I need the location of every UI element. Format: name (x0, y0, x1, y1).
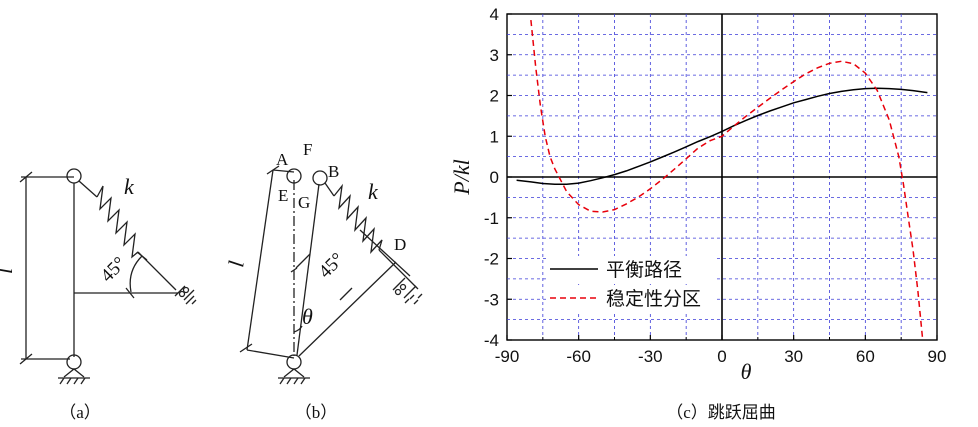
y-tick-label: 3 (490, 46, 499, 65)
point-label-g: G (298, 193, 310, 212)
zero-axes (507, 14, 937, 340)
ref-tick (295, 253, 311, 269)
x-tick-label: 0 (717, 347, 726, 366)
y-tick-label: -3 (484, 290, 499, 309)
x-axis-label: θ (741, 359, 752, 384)
x-tick-label: 30 (784, 347, 803, 366)
series-line-2 (530, 20, 924, 341)
legend-label-2: 稳定性分区 (606, 288, 701, 310)
roller-support-b (392, 277, 423, 305)
angle-arc-a (129, 255, 143, 293)
y-tick-label: 0 (490, 168, 499, 187)
top-hinge (66, 168, 82, 184)
x-tick-label: -30 (638, 347, 663, 366)
point-label-a: A (276, 150, 289, 169)
tick (136, 251, 148, 261)
point-label-d: D (394, 235, 406, 254)
length-label-b: l (223, 259, 249, 269)
y-tick-label: 1 (490, 127, 499, 146)
legend-label-1: 平衡路径 (606, 259, 682, 281)
angle-label-b: 45° (315, 249, 349, 283)
caption-a: （a） (59, 403, 101, 422)
x-tick-label: 60 (856, 347, 875, 366)
y-tick-label: -1 (484, 209, 499, 228)
roller-support-a (174, 285, 197, 305)
diagram-a (19, 168, 197, 385)
dimension-l-b (239, 165, 295, 359)
y-axis-label: P/kl (449, 159, 474, 195)
spring-b (324, 182, 419, 290)
y-tick-label: -4 (484, 331, 499, 350)
diagram-b (239, 165, 423, 385)
y-tick-label: -2 (484, 250, 499, 269)
x-tick-label: -60 (566, 347, 591, 366)
angle-label-a: 45° (97, 253, 131, 287)
bottom-hinge (66, 354, 82, 370)
x-tick-label: 90 (928, 347, 947, 366)
point-label-e: E (278, 186, 288, 205)
tick (290, 267, 298, 273)
series-group (516, 20, 928, 341)
hinge-a (286, 168, 302, 184)
member-d (359, 229, 411, 277)
theta-arc (293, 325, 303, 333)
inclined-member (298, 261, 397, 357)
tick (125, 287, 135, 299)
theta-label-b: θ (302, 304, 313, 329)
ground-support (58, 368, 90, 385)
point-label-f: F (303, 140, 312, 159)
caption-b: （b） (295, 403, 338, 422)
point-label-b: B (328, 162, 339, 181)
dimension-l (19, 171, 74, 365)
axis-ticks: -90 -60 -30 0 30 60 90 4 3 2 1 0 -1 -2 -3 -4 (484, 5, 947, 366)
length-label-a: l (0, 268, 17, 274)
ground-support-b (278, 368, 310, 385)
spring-label-a: k (124, 174, 135, 199)
y-tick-label: 4 (490, 5, 499, 24)
y-tick-label: 2 (490, 87, 499, 106)
spring-label-b: k (368, 179, 379, 204)
caption-c: （c）跳跃屈曲 (666, 403, 776, 422)
hinge-b (312, 170, 328, 186)
rotated-bar (296, 183, 320, 356)
x-tick-label: -90 (495, 347, 520, 366)
ref-tick (339, 287, 353, 301)
series-line-1 (516, 87, 928, 186)
